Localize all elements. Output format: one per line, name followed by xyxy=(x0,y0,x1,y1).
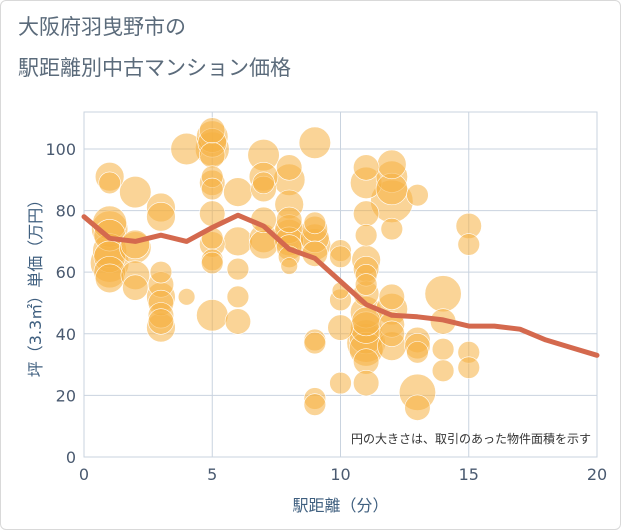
chart-title-line2: 駅距離別中古マンション価格 xyxy=(18,56,291,80)
data-bubble xyxy=(196,299,229,332)
y-tick-label: 60 xyxy=(56,263,76,282)
data-bubble xyxy=(149,260,173,284)
data-bubble xyxy=(276,154,303,181)
data-bubble xyxy=(223,177,253,207)
data-bubble xyxy=(94,263,125,294)
data-bubble xyxy=(147,308,175,335)
data-bubble xyxy=(120,229,151,260)
data-bubble xyxy=(380,217,403,241)
data-bubble xyxy=(146,202,176,232)
data-bubble xyxy=(431,337,455,361)
x-tick-label: 15 xyxy=(459,465,479,484)
data-bubble xyxy=(226,285,250,309)
bubble-series xyxy=(90,117,482,421)
x-tick-label: 10 xyxy=(330,465,350,484)
data-bubble xyxy=(280,257,298,275)
data-bubble xyxy=(329,245,352,268)
data-bubble xyxy=(406,183,429,207)
data-bubble xyxy=(378,283,405,310)
data-bubble xyxy=(298,126,331,159)
data-bubble xyxy=(327,314,354,341)
data-bubble xyxy=(201,177,224,201)
data-bubble xyxy=(457,233,480,256)
data-bubble xyxy=(431,359,455,382)
tick-labels: 0 5 10 15 20 0 20 40 60 80 100 xyxy=(45,140,607,484)
data-bubble xyxy=(122,274,149,301)
y-tick-label: 80 xyxy=(56,202,76,221)
data-bubble xyxy=(457,356,480,379)
data-bubble xyxy=(354,224,378,247)
data-bubble xyxy=(303,211,327,235)
data-bubble xyxy=(224,308,251,335)
data-bubble xyxy=(354,273,378,296)
y-tick-label: 20 xyxy=(56,386,76,405)
data-bubble xyxy=(199,117,226,144)
data-bubble xyxy=(404,394,431,421)
data-bubble xyxy=(201,251,224,275)
data-bubble xyxy=(378,320,405,347)
y-tick-label: 40 xyxy=(56,325,76,344)
average-price-line xyxy=(81,212,600,358)
y-axis-title: 坪（3.3㎡）単価（万円） xyxy=(26,192,45,377)
data-bubble xyxy=(177,288,196,306)
data-bubble xyxy=(98,171,121,195)
trend-line-series xyxy=(81,212,600,358)
data-bubble xyxy=(303,331,327,355)
x-axis-title: 駅距離（分） xyxy=(292,496,388,515)
chart-title-line1: 大阪府羽曳野市の xyxy=(18,15,186,39)
data-bubble xyxy=(406,341,429,364)
data-bubble xyxy=(377,149,407,180)
data-bubble xyxy=(226,257,250,281)
data-bubble xyxy=(329,371,352,395)
data-bubble xyxy=(303,393,327,416)
x-tick-label: 0 xyxy=(79,465,89,484)
y-tick-label: 0 xyxy=(66,448,76,467)
data-bubble xyxy=(223,226,253,257)
data-bubble xyxy=(353,369,380,397)
y-tick-label: 100 xyxy=(45,140,76,159)
x-tick-label: 5 xyxy=(207,465,217,484)
data-bubble xyxy=(353,154,380,181)
data-bubble xyxy=(276,206,303,233)
data-bubble xyxy=(252,171,275,195)
data-bubble xyxy=(199,142,226,169)
data-bubble xyxy=(119,175,152,209)
data-bubble xyxy=(353,200,380,227)
x-tick-label: 20 xyxy=(587,465,607,484)
data-bubble xyxy=(424,275,462,313)
size-annotation: 円の大きさは、取引のあった物件面積を示す xyxy=(351,431,591,446)
